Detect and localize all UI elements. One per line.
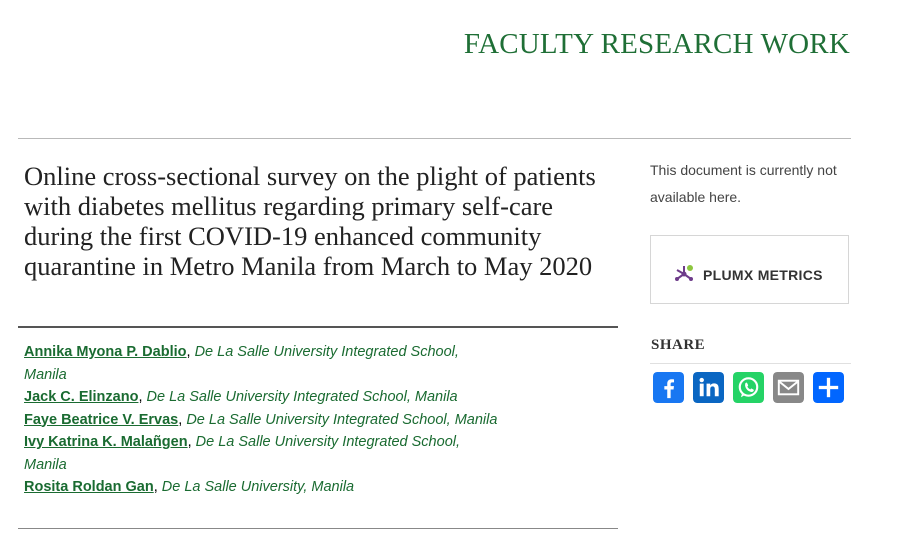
article-title: Online cross-sectional survey on the pli…: [24, 161, 596, 281]
title-divider: [18, 326, 618, 328]
email-icon[interactable]: [773, 372, 804, 403]
author-entry: Ivy Katrina K. Malañgen, De La Salle Uni…: [24, 434, 461, 473]
share-heading: SHARE: [651, 337, 706, 353]
author-name-link[interactable]: Annika Myona P. Dablio: [24, 344, 187, 360]
plumx-metrics-label: PLUMX METRICS: [703, 267, 823, 283]
plumx-metrics-widget[interactable]: PLUMX METRICS: [650, 235, 849, 304]
series-title[interactable]: FACULTY RESEARCH WORK: [463, 28, 850, 60]
author-affiliation: De La Salle University Integrated School…: [24, 434, 461, 473]
author-name-link[interactable]: Ivy Katrina K. Malañgen: [24, 434, 188, 450]
author-list: Annika Myona P. Dablio, De La Salle Univ…: [24, 341, 504, 499]
author-entry: Rosita Roldan Gan, De La Salle Universit…: [24, 479, 355, 495]
article-main: Online cross-sectional survey on the pli…: [18, 139, 618, 529]
facebook-icon[interactable]: [653, 372, 684, 403]
availability-notice: This document is currently not available…: [650, 162, 837, 205]
author-entry: Annika Myona P. Dablio, De La Salle Univ…: [24, 344, 459, 383]
whatsapp-icon[interactable]: [733, 372, 764, 403]
sidebar: This document is currently not available…: [650, 139, 851, 403]
share-icon[interactable]: [813, 372, 844, 403]
author-affiliation: De La Salle University Integrated School…: [146, 389, 458, 405]
plumx-icon: [675, 265, 693, 281]
authors-divider: [18, 528, 618, 529]
share-divider: [650, 363, 851, 364]
linkedin-icon[interactable]: [693, 372, 724, 403]
author-name-link[interactable]: Jack C. Elinzano: [24, 389, 139, 405]
author-affiliation: De La Salle University, Manila: [161, 479, 355, 495]
author-entry: Faye Beatrice V. Ervas, De La Salle Univ…: [24, 411, 498, 428]
share-buttons: [653, 372, 844, 403]
author-entry: Jack C. Elinzano, De La Salle University…: [24, 389, 458, 405]
author-affiliation: De La Salle University Integrated School…: [24, 344, 459, 383]
header-divider: [18, 138, 851, 139]
author-name-link[interactable]: Faye Beatrice V. Ervas: [24, 411, 179, 428]
author-name-link[interactable]: Rosita Roldan Gan: [24, 479, 154, 495]
author-affiliation: De La Salle University Integrated School…: [186, 411, 498, 428]
